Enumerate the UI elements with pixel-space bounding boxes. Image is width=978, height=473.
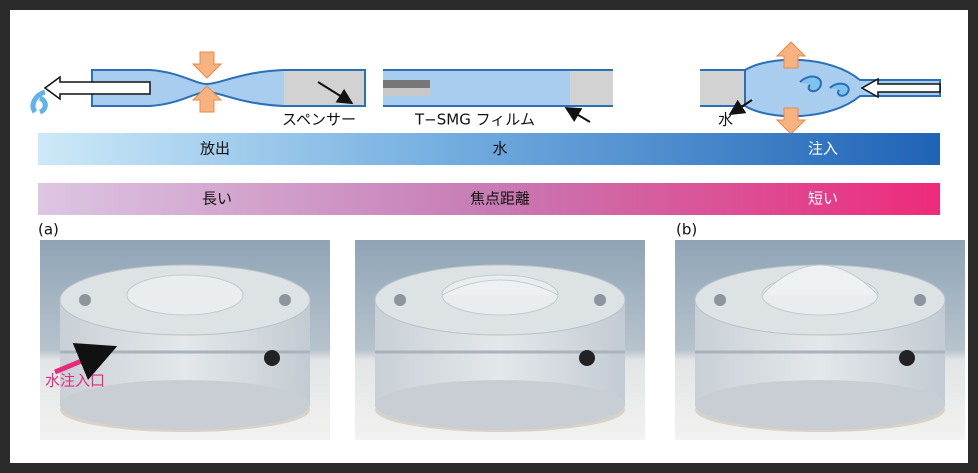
photo bbox=[355, 240, 645, 440]
film-label: T−SMG フィルム bbox=[414, 111, 535, 129]
water-bar bbox=[38, 133, 940, 165]
port bbox=[579, 350, 595, 366]
label-a: (a) bbox=[38, 221, 59, 239]
port bbox=[264, 350, 280, 366]
lens bbox=[127, 275, 243, 315]
inlet-label: 水注入口 bbox=[45, 372, 105, 390]
water-bar-center: 水 bbox=[492, 140, 507, 158]
label-b: (b) bbox=[676, 221, 697, 239]
water-label: 水 bbox=[718, 111, 733, 129]
screw bbox=[714, 294, 726, 306]
photos bbox=[40, 240, 965, 440]
disk-bottom bbox=[375, 380, 625, 430]
screw bbox=[914, 294, 926, 306]
disk-bottom bbox=[695, 380, 945, 430]
photo bbox=[40, 240, 330, 440]
screw bbox=[279, 294, 291, 306]
spacer-label: スペンサー bbox=[282, 111, 356, 129]
screw bbox=[594, 294, 606, 306]
focus-bar-center: 焦点距離 bbox=[470, 190, 530, 208]
page: スペンサー T−SMG フィルム 水 放出 水 注入 長い 焦点距離 短い (a… bbox=[0, 0, 978, 473]
focus-bar-right: 短い bbox=[808, 190, 838, 208]
figure: スペンサー T−SMG フィルム 水 放出 水 注入 長い 焦点距離 短い (a… bbox=[0, 0, 978, 473]
port bbox=[899, 350, 915, 366]
screw bbox=[394, 294, 406, 306]
screw bbox=[79, 294, 91, 306]
water-bar-left: 放出 bbox=[200, 140, 230, 158]
photo bbox=[675, 240, 965, 440]
focus-bar-left: 長い bbox=[202, 190, 232, 208]
water-bar-right: 注入 bbox=[808, 140, 838, 158]
